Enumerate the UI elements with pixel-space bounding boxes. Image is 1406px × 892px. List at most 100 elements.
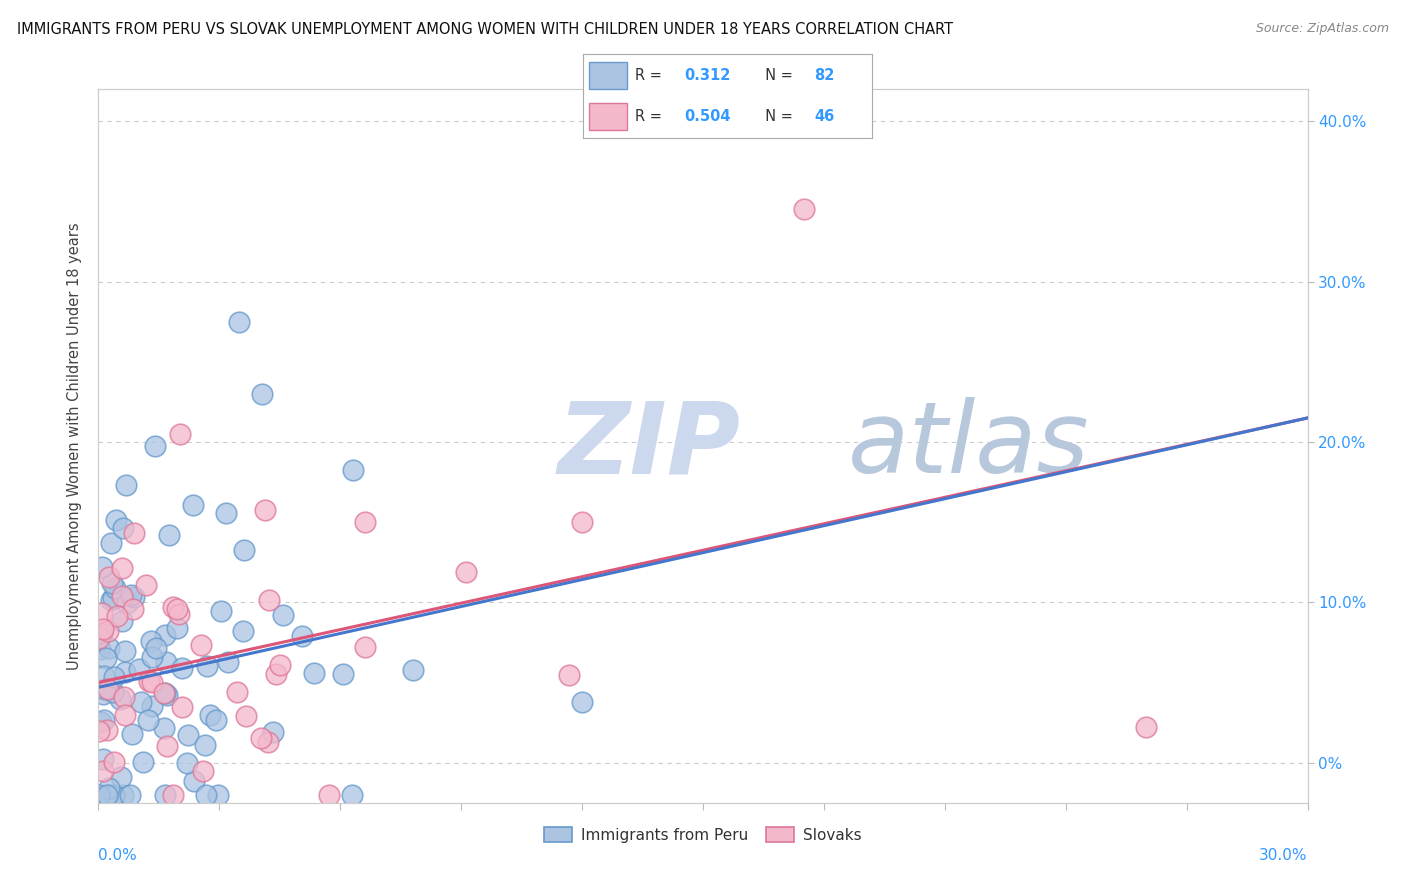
- Point: [97, 788, 120, 802]
- Point: [209, 604, 232, 618]
- Point: [114, 643, 136, 657]
- Text: Source: ZipAtlas.com: Source: ZipAtlas.com: [1256, 22, 1389, 36]
- Point: [100, 593, 122, 607]
- Point: [169, 427, 191, 442]
- Point: [97, 681, 120, 696]
- Y-axis label: Unemployment Among Women with Children Under 18 years: Unemployment Among Women with Children U…: [67, 222, 83, 670]
- Point: [1135, 721, 1157, 735]
- Point: [195, 659, 218, 673]
- Text: 0.0%: 0.0%: [98, 847, 138, 863]
- Point: [205, 713, 228, 727]
- Point: [111, 561, 134, 575]
- Point: [114, 477, 136, 491]
- Point: [94, 651, 117, 665]
- Bar: [589, 103, 627, 130]
- Point: [340, 788, 363, 802]
- Point: [122, 526, 145, 541]
- Point: [112, 521, 135, 535]
- Point: [111, 589, 134, 603]
- Text: 82: 82: [814, 68, 834, 83]
- Point: [120, 788, 142, 802]
- Point: [96, 723, 118, 737]
- Point: [141, 699, 163, 714]
- Point: [94, 682, 117, 697]
- Point: [136, 713, 159, 727]
- Point: [217, 655, 239, 669]
- Point: [103, 756, 125, 770]
- Point: [96, 788, 118, 802]
- Point: [87, 788, 110, 802]
- Point: [162, 600, 184, 615]
- Point: [122, 602, 145, 616]
- Point: [135, 578, 157, 592]
- Point: [232, 624, 254, 639]
- Point: [87, 724, 110, 739]
- Point: [93, 669, 115, 683]
- Point: [90, 626, 112, 640]
- Point: [90, 560, 112, 574]
- Point: [342, 463, 364, 477]
- Point: [103, 685, 125, 699]
- Text: 0.312: 0.312: [685, 68, 731, 83]
- Legend: Immigrants from Peru, Slovaks: Immigrants from Peru, Slovaks: [538, 821, 868, 848]
- Point: [190, 638, 212, 652]
- Point: [256, 734, 278, 748]
- Point: [233, 543, 256, 558]
- Point: [103, 788, 125, 802]
- Point: [157, 528, 180, 542]
- Point: [91, 752, 114, 766]
- Point: [262, 725, 284, 739]
- Point: [115, 596, 138, 610]
- Point: [172, 699, 194, 714]
- Point: [291, 629, 314, 643]
- Point: [166, 601, 188, 615]
- Point: [571, 695, 593, 709]
- Text: atlas: atlas: [848, 398, 1090, 494]
- Point: [170, 661, 193, 675]
- Point: [257, 593, 280, 607]
- Text: R =: R =: [636, 68, 666, 83]
- Point: [153, 628, 176, 642]
- Point: [103, 582, 125, 596]
- Point: [215, 506, 238, 520]
- Point: [138, 673, 160, 688]
- Point: [191, 764, 214, 778]
- Point: [101, 591, 124, 606]
- Point: [131, 755, 153, 769]
- Point: [166, 621, 188, 635]
- Point: [156, 688, 179, 702]
- Point: [97, 624, 120, 638]
- Point: [91, 687, 114, 701]
- Point: [354, 640, 377, 654]
- Point: [97, 570, 120, 584]
- Text: ZIP: ZIP: [558, 398, 741, 494]
- Text: 30.0%: 30.0%: [1260, 847, 1308, 863]
- Point: [156, 739, 179, 753]
- Point: [108, 692, 131, 706]
- Point: [122, 590, 145, 604]
- Point: [104, 513, 127, 527]
- Point: [155, 655, 177, 669]
- Point: [101, 788, 124, 802]
- Point: [103, 670, 125, 684]
- Point: [91, 764, 114, 779]
- Point: [129, 695, 152, 709]
- Point: [228, 315, 250, 329]
- Point: [177, 728, 200, 742]
- Point: [128, 662, 150, 676]
- Point: [105, 609, 128, 624]
- Point: [100, 536, 122, 550]
- Point: [253, 503, 276, 517]
- Point: [110, 770, 132, 784]
- Point: [194, 788, 217, 802]
- Point: [143, 439, 166, 453]
- Point: [332, 666, 354, 681]
- Point: [454, 565, 477, 579]
- Point: [402, 663, 425, 677]
- Point: [152, 686, 174, 700]
- Point: [145, 640, 167, 655]
- Point: [112, 788, 135, 802]
- Point: [302, 666, 325, 681]
- Point: [318, 788, 340, 802]
- Point: [112, 690, 135, 705]
